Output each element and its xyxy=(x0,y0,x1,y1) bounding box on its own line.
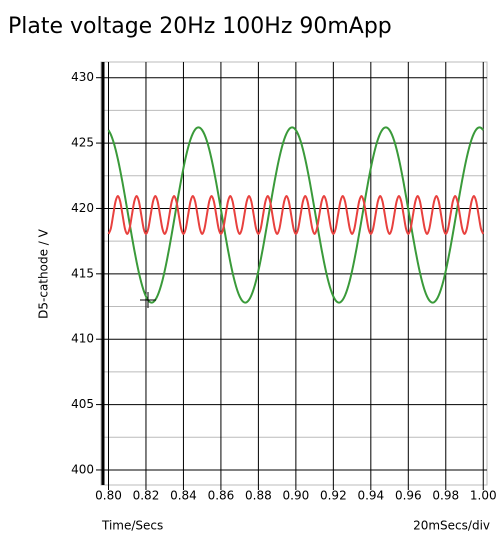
x-tick-label: 0.96 xyxy=(395,489,422,503)
x-tick-label: 0.80 xyxy=(95,489,122,503)
x-tick-label: 0.94 xyxy=(357,489,384,503)
line-series xyxy=(107,126,484,304)
line-series xyxy=(107,195,485,235)
y-tick-label: 425 xyxy=(71,136,94,150)
y-tick-label: 415 xyxy=(71,266,94,280)
y-axis-label: D5-cathode / V xyxy=(37,228,51,318)
chart-title: Plate voltage 20Hz 100Hz 90mApp xyxy=(8,14,392,39)
y-tick-label: 405 xyxy=(71,397,94,411)
y-tick-label: 420 xyxy=(71,201,94,215)
y-tick-label: 430 xyxy=(71,70,94,84)
x-tick-label: 0.86 xyxy=(208,489,235,503)
x-tick-label: 0.92 xyxy=(320,489,347,503)
x-tick-label: 0.82 xyxy=(133,489,160,503)
x-axis-label: Time/Secs xyxy=(101,519,163,533)
x-tick-label: 0.84 xyxy=(170,489,197,503)
y-tick-label: 410 xyxy=(71,332,94,346)
x-tick-label: 0.90 xyxy=(283,489,310,503)
x-tick-label: 1.00 xyxy=(470,489,497,503)
x-tick-label: 0.88 xyxy=(245,489,272,503)
y-tick-label: 400 xyxy=(71,462,94,476)
x-tick-label: 0.98 xyxy=(432,489,459,503)
x-scale-note: 20mSecs/div xyxy=(413,519,490,533)
